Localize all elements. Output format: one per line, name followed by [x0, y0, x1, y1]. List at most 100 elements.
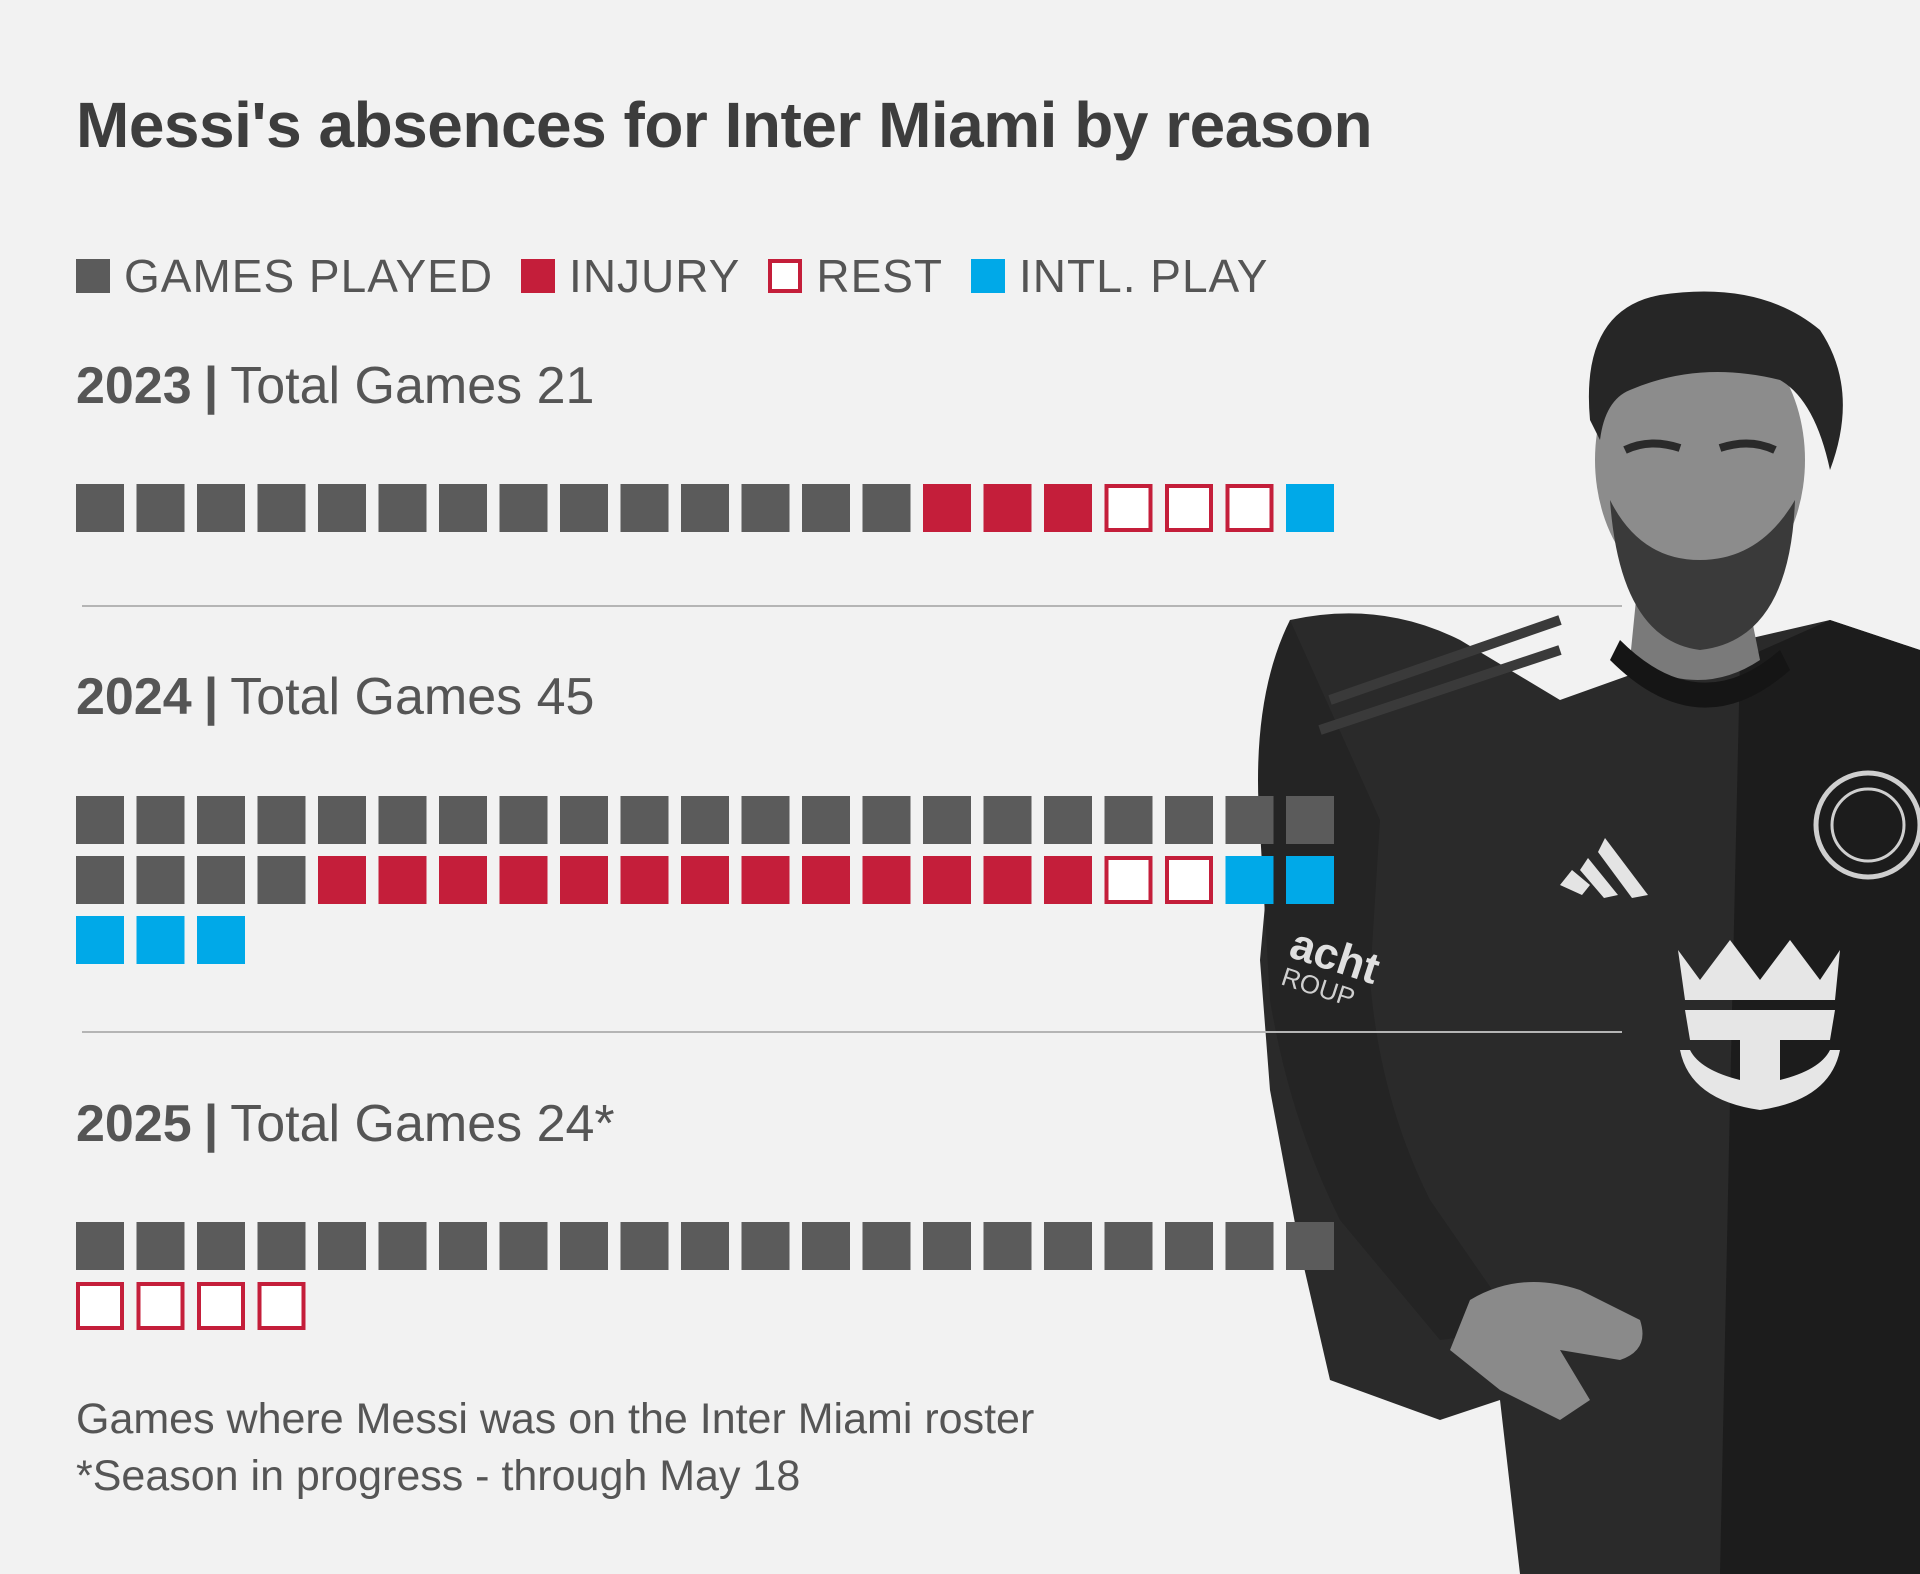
waffle-square-played	[1104, 796, 1153, 844]
legend-item-injury: INJURY	[521, 249, 740, 303]
waffle-square-injury	[681, 856, 729, 904]
waffle-square-played	[76, 856, 124, 904]
hand	[1450, 1282, 1643, 1420]
waffle-square-injury	[802, 856, 850, 904]
legend-swatch-played	[76, 259, 110, 293]
waffle-square-played	[76, 1222, 124, 1270]
waffle-square-injury	[499, 856, 548, 904]
waffle-square-injury	[378, 856, 427, 904]
waffle-square-played	[1165, 796, 1213, 844]
waffle-square-played	[257, 856, 306, 904]
legend-label-injury: INJURY	[569, 250, 741, 302]
waffle-square-played	[681, 484, 729, 532]
footnote-season: *Season in progress - through May 18	[76, 1452, 801, 1500]
brow	[1718, 439, 1777, 454]
waffle-square-played	[560, 484, 608, 532]
player-photo: acht ROUP	[1258, 291, 1920, 1574]
waffle-square-injury	[923, 856, 971, 904]
legend-label-intl: INTL. PLAY	[1019, 250, 1269, 302]
waffle-square-rest	[197, 1282, 245, 1330]
legend-swatch-injury	[521, 259, 556, 293]
waffle-square-played	[318, 1222, 366, 1270]
waffle-square-played	[983, 1222, 1032, 1270]
waffle-square-played	[862, 484, 911, 532]
waffle-square-played	[620, 796, 669, 844]
legend-item-intl: INTL. PLAY	[971, 249, 1268, 303]
waffle-square-intl	[197, 916, 245, 964]
waffle-square-played	[257, 796, 306, 844]
waffle-square-played	[439, 484, 487, 532]
waffle-square-rest	[1165, 856, 1213, 904]
waffle-square-intl	[1286, 484, 1334, 532]
waffle-square-played	[439, 1222, 487, 1270]
waffle-square-played	[1044, 796, 1092, 844]
waffle-square-played	[983, 796, 1032, 844]
waffle-square-injury	[862, 856, 911, 904]
waffle-square-played	[681, 1222, 729, 1270]
chart-title: Messi's absences for Inter Miami by reas…	[76, 89, 1373, 161]
waffle-square-played	[1165, 1222, 1213, 1270]
season-header-2024: 2024 | Total Games 45	[76, 667, 594, 727]
sleeve-stripe	[1328, 615, 1562, 705]
waffle-square-played	[741, 796, 790, 844]
waffle-square-played	[802, 1222, 850, 1270]
brow	[1623, 439, 1682, 454]
footnote-roster: Games where Messi was on the Inter Miami…	[76, 1395, 1035, 1443]
waffle-square-rest	[136, 1282, 185, 1330]
waffle-square-played	[136, 1222, 185, 1270]
collar	[1610, 640, 1790, 708]
legend-label-played: GAMES PLAYED	[124, 250, 494, 302]
waffle-square-played	[1286, 796, 1334, 844]
waffle-square-played	[257, 1222, 306, 1270]
waffle-square-played	[197, 1222, 245, 1270]
waffle-square-played	[1225, 796, 1274, 844]
waffle-square-injury	[318, 856, 366, 904]
waffle-square-played	[802, 484, 850, 532]
season-total: Total Games 24*	[230, 1095, 615, 1153]
waffle-square-played	[741, 1222, 790, 1270]
hair	[1588, 291, 1843, 470]
legend-item-played: GAMES PLAYED	[76, 249, 493, 303]
waffle-square-played	[257, 484, 306, 532]
waffle-square-injury	[983, 856, 1032, 904]
waffle-square-injury	[1044, 484, 1092, 532]
waffle-square-played	[76, 796, 124, 844]
waffle-square-rest	[1104, 856, 1153, 904]
waffle-square-intl	[136, 916, 185, 964]
waffle-square-rest	[1165, 484, 1213, 532]
waffle-square-played	[560, 1222, 608, 1270]
waffle-square-played	[560, 796, 608, 844]
waffle-square-played	[923, 1222, 971, 1270]
head	[1595, 320, 1805, 600]
season-divider	[82, 1031, 1622, 1033]
waffle-square-injury	[439, 856, 487, 904]
waffle-square-played	[439, 796, 487, 844]
waffle-square-played	[1286, 1222, 1334, 1270]
waffle-square-played	[318, 484, 366, 532]
sleeve-stripe	[1318, 645, 1562, 735]
waffle-square-played	[499, 1222, 548, 1270]
legend: GAMES PLAYED INJURY REST INTL. PLAY	[76, 246, 1297, 306]
season-year: 2024	[76, 668, 192, 726]
waffle-square-played	[862, 1222, 911, 1270]
season-total: Total Games 45	[230, 668, 595, 726]
season-header-2023: 2023 | Total Games 21	[76, 356, 594, 416]
waffle-square-intl	[1225, 856, 1274, 904]
waffle-square-injury	[620, 856, 669, 904]
season-separator: |	[203, 668, 219, 726]
waffle-square-played	[378, 1222, 427, 1270]
season-year: 2025	[76, 1095, 192, 1153]
sponsor-logo	[1678, 940, 1840, 1110]
legend-swatch-rest	[768, 259, 803, 293]
waffle-square-played	[620, 484, 669, 532]
waffle-square-played	[1104, 1222, 1153, 1270]
waffle-square-played	[318, 796, 366, 844]
waffle-square-played	[741, 484, 790, 532]
waffle-square-injury	[923, 484, 971, 532]
waffle-square-rest	[76, 1282, 124, 1330]
waffle-square-played	[136, 856, 185, 904]
season-separator: |	[203, 1095, 219, 1153]
waffle-square-played	[136, 796, 185, 844]
legend-item-rest: REST	[768, 249, 943, 303]
waffle-square-played	[802, 796, 850, 844]
